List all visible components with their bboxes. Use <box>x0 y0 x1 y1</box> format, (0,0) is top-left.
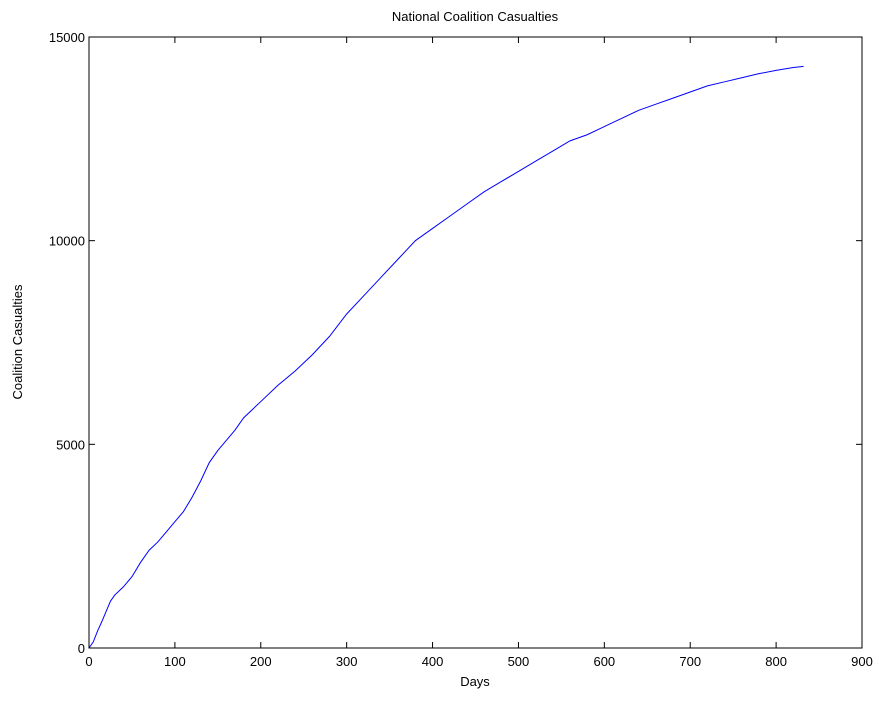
x-tick-label: 100 <box>164 654 186 669</box>
y-tick-label: 10000 <box>49 234 85 249</box>
axes-box <box>88 36 863 649</box>
x-tick-label: 200 <box>250 654 272 669</box>
x-tick-label: 700 <box>679 654 701 669</box>
plot-area <box>89 37 862 648</box>
x-axis-label: Days <box>460 674 490 689</box>
y-axis-label: Coalition Casualties <box>10 284 25 399</box>
x-tick-label: 800 <box>765 654 787 669</box>
x-axis-ticks: 0 100 200 300 400 500 600 700 800 900 <box>85 37 873 669</box>
y-tick-label: 0 <box>78 641 85 656</box>
x-tick-label: 400 <box>422 654 444 669</box>
x-tick-label: 600 <box>593 654 615 669</box>
casualties-line <box>88 65 804 649</box>
chart-title: National Coalition Casualties <box>392 9 559 24</box>
x-tick-label: 0 <box>85 654 92 669</box>
y-tick-label: 15000 <box>49 30 85 45</box>
y-axis-ticks: 0 5000 10000 15000 <box>49 30 862 656</box>
y-tick-label: 5000 <box>56 437 85 452</box>
x-tick-label: 900 <box>851 654 873 669</box>
x-tick-label: 500 <box>508 654 530 669</box>
x-tick-label: 300 <box>336 654 358 669</box>
